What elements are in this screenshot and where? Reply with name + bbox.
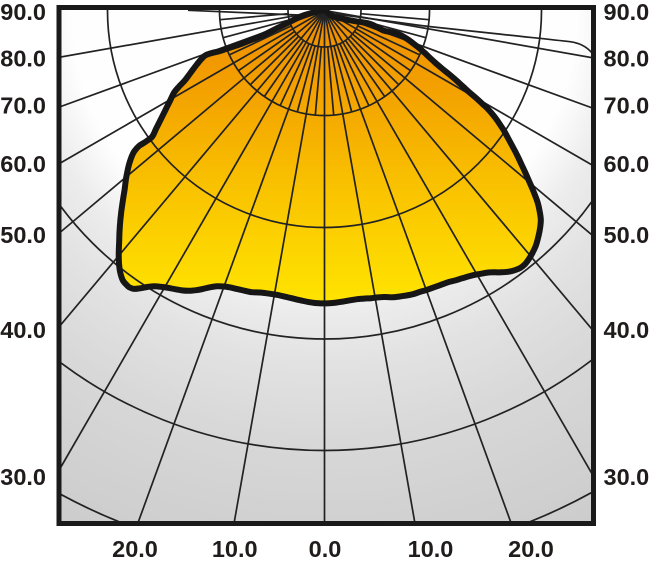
svg-text:60.0: 60.0 [604, 151, 650, 177]
svg-text:50.0: 50.0 [0, 222, 46, 248]
svg-text:90.0: 90.0 [0, 0, 46, 25]
svg-text:70.0: 70.0 [0, 93, 46, 119]
svg-text:40.0: 40.0 [604, 317, 650, 343]
svg-text:30.0: 30.0 [0, 464, 46, 490]
svg-text:90.0: 90.0 [604, 0, 650, 25]
svg-text:20.0: 20.0 [112, 536, 158, 562]
svg-text:20.0: 20.0 [508, 536, 554, 562]
svg-text:10.0: 10.0 [408, 536, 454, 562]
svg-text:0.0: 0.0 [309, 536, 342, 562]
svg-text:80.0: 80.0 [604, 46, 650, 72]
svg-text:50.0: 50.0 [604, 222, 650, 248]
svg-text:40.0: 40.0 [0, 317, 46, 343]
svg-text:80.0: 80.0 [0, 46, 46, 72]
svg-text:70.0: 70.0 [604, 93, 650, 119]
svg-text:60.0: 60.0 [0, 151, 46, 177]
svg-text:30.0: 30.0 [604, 464, 650, 490]
svg-text:10.0: 10.0 [212, 536, 258, 562]
